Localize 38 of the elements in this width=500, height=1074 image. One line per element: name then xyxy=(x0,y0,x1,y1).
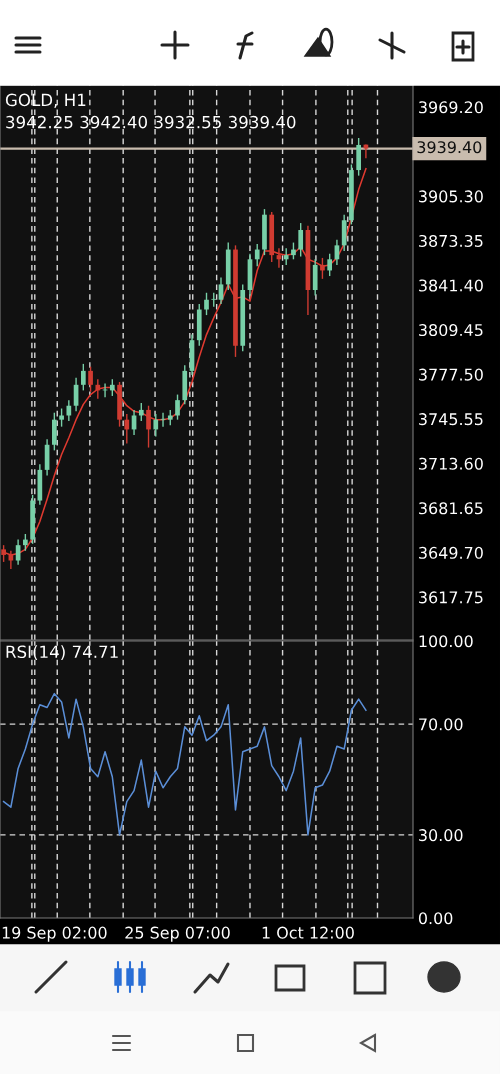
chart-title: GOLD, H1 xyxy=(5,93,86,108)
candlestick xyxy=(327,253,333,277)
y-tick-label: 3713.60 xyxy=(419,457,483,470)
candlestick xyxy=(175,393,180,421)
text: 3942.25 3942.40 3932.55 3939.40 xyxy=(6,115,296,129)
y-tick-label: 3905.30 xyxy=(419,190,483,203)
y-tick-label: 3681.65 xyxy=(419,502,483,515)
y-tick-label: 0.00 xyxy=(418,912,453,925)
y-tick-label: 100.00 xyxy=(419,635,473,648)
candlestick xyxy=(320,257,325,280)
candlestick xyxy=(204,292,209,316)
y-tick-label: 3777.50 xyxy=(419,368,483,381)
candlestick xyxy=(254,243,260,267)
x-tick-label: 25 Sep 07:00 xyxy=(125,926,230,942)
y-tick-label: 70.00 xyxy=(419,718,463,731)
candlestick xyxy=(66,399,72,422)
candlestick xyxy=(8,550,14,570)
candlestick xyxy=(59,407,64,428)
y-tick-label: 3617.75 xyxy=(419,591,483,604)
y-tick-label: 3649.70 xyxy=(419,546,483,559)
candlestick xyxy=(146,405,151,449)
x-tick-label: 1 Oct 12:00 xyxy=(262,926,354,939)
candlestick xyxy=(160,412,166,428)
chart-title: RSI(14) 74.71 xyxy=(6,645,118,661)
candlestick xyxy=(124,413,130,445)
y-tick-label: 3873.35 xyxy=(419,234,483,247)
y-tick-label: 3809.45 xyxy=(419,324,483,337)
candlestick xyxy=(80,363,86,392)
x-tick-label: 19 Sep 02:00 xyxy=(2,926,107,942)
candlestick xyxy=(138,402,144,422)
y-tick-label: 30.00 xyxy=(419,829,463,842)
candlestick xyxy=(95,378,101,400)
ref-line-label: 3939.40 xyxy=(417,141,482,154)
y-tick-label: 3841.40 xyxy=(419,279,483,292)
line-series xyxy=(2,692,367,836)
y-tick-label: 3745.55 xyxy=(419,413,483,426)
candlestick xyxy=(298,222,304,258)
y-tick-label: 3969.20 xyxy=(419,101,483,114)
